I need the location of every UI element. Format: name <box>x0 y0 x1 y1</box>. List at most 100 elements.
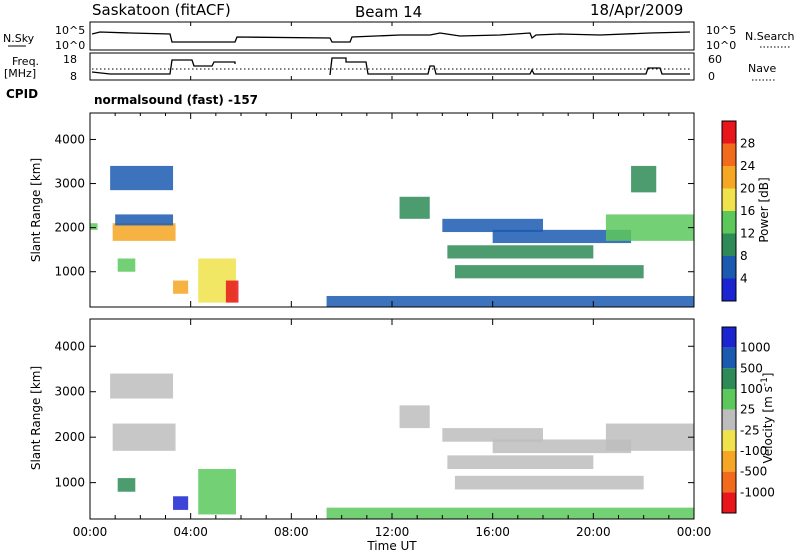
power-echo-4 <box>117 258 136 272</box>
power-colorbar-cell-0 <box>722 121 736 144</box>
station-title: Saskatoon (fitACF) <box>92 1 231 19</box>
cpid-label: CPID <box>6 87 38 101</box>
power-echo-1 <box>110 165 174 191</box>
freq-label-1: Freq. <box>12 55 39 68</box>
velocity-echo-5 <box>326 507 694 519</box>
power-colorbar-cell-3 <box>722 188 736 211</box>
noise-panel-frame <box>89 21 695 51</box>
velocity-heatmap <box>110 373 694 519</box>
power-colorbar-tick-5: 24 <box>740 159 755 173</box>
xtick-label-1: 04:00 <box>173 525 208 539</box>
freq-panel-frame <box>89 52 695 81</box>
power-echo-0 <box>90 223 98 230</box>
velocity-echo-0 <box>110 373 174 399</box>
power-ytick-label-0: 1000 <box>54 265 85 279</box>
power-colorbar-cell-1 <box>722 143 736 166</box>
power-echo-5 <box>173 280 189 294</box>
xtick-label-0: 00:00 <box>73 525 108 539</box>
freq-trace <box>91 57 690 76</box>
nave-label: Nave <box>748 62 776 75</box>
velocity-ytick-label-2: 3000 <box>54 385 85 399</box>
noise-tick-top: 10^5 <box>55 24 85 37</box>
date-title: 18/Apr/2009 <box>590 1 683 19</box>
noise-right-label: N.Search <box>745 30 795 43</box>
velocity-colorbar-tick-7: -1000 <box>740 485 775 499</box>
velocity-y-axis: 1000 2000 3000 4000 <box>54 339 694 490</box>
power-colorbar-tick-2: 12 <box>740 227 755 241</box>
power-colorbar-tick-3: 16 <box>740 204 755 218</box>
power-echo-9 <box>399 196 430 219</box>
velocity-colorbar-cell-0 <box>722 327 736 348</box>
noise-tick-bottom: 10^0 <box>55 39 85 52</box>
power-heatmap <box>90 165 694 307</box>
velocity-echo-2 <box>117 478 136 492</box>
power-echo-13 <box>492 229 632 244</box>
power-colorbar-tick-1: 8 <box>740 249 748 263</box>
power-ytick-label-1: 2000 <box>54 221 85 235</box>
velocity-echo-10 <box>492 439 632 454</box>
power-colorbar: 4 8 12 16 20 24 28 <box>721 120 755 302</box>
power-colorbar-cell-2 <box>722 166 736 189</box>
velocity-colorbar-frame <box>721 326 737 514</box>
power-colorbar-label: Power [dB] <box>757 177 771 242</box>
power-colorbar-cell-4 <box>722 211 736 234</box>
freq-tick-bottom: 8 <box>70 70 77 83</box>
power-echo-3 <box>115 214 174 226</box>
velocity-echo-6 <box>399 405 430 429</box>
velocity-colorbar-tick-2: 100 <box>740 382 763 396</box>
velocity-ytick-label-3: 4000 <box>54 339 85 353</box>
power-echo-14 <box>605 214 694 241</box>
velocity-echo-9 <box>442 428 543 442</box>
velocity-colorbar-cell-2 <box>722 368 736 389</box>
velocity-colorbar-tick-5: -100 <box>740 444 767 458</box>
power-ylabel: Slant Range [km] <box>29 158 43 262</box>
noise-left-label: N.Sky <box>3 32 35 45</box>
velocity-echo-3 <box>173 496 189 510</box>
velocity-colorbar-cell-6 <box>722 451 736 472</box>
velocity-colorbar-label: Velocity [m s-1] <box>760 373 775 464</box>
power-echo-7 <box>225 280 239 303</box>
velocity-ylabel: Slant Range [km] <box>29 366 43 470</box>
xtick-label-4: 16:00 <box>475 525 510 539</box>
power-echo-2 <box>112 223 176 241</box>
power-colorbar-frame <box>721 120 737 302</box>
power-echo-12 <box>442 218 543 233</box>
nave-tick-bottom: 0 <box>708 70 715 83</box>
power-y-axis: 1000 2000 3000 4000 <box>54 132 694 279</box>
time-xlabel: Time UT <box>366 539 417 553</box>
noise-right-tick-bottom: 10^0 <box>706 39 736 52</box>
noise-right-tick-top: 10^5 <box>706 24 736 37</box>
xtick-label-5: 20:00 <box>576 525 611 539</box>
velocity-colorbar-cell-7 <box>722 471 736 493</box>
power-colorbar-cell-5 <box>722 233 736 256</box>
cpid-mode: normalsound (fast) -157 <box>94 93 258 107</box>
power-echo-8 <box>326 295 694 307</box>
velocity-colorbar-cell-4 <box>722 409 736 431</box>
freq-tick-top: 18 <box>63 53 77 66</box>
velocity-colorbar-tick-6: -500 <box>740 465 767 479</box>
velocity-echo-8 <box>454 475 644 490</box>
power-colorbar-tick-6: 28 <box>740 137 755 151</box>
nave-tick-top: 60 <box>708 53 722 66</box>
velocity-echo-11 <box>605 423 694 451</box>
power-colorbar-cell-7 <box>722 278 736 301</box>
power-echo-11 <box>454 265 644 279</box>
velocity-colorbar-cell-8 <box>722 492 736 513</box>
velocity-colorbar-tick-0: 1000 <box>740 341 771 355</box>
noise-trace <box>91 31 691 43</box>
velocity-ytick-label-1: 2000 <box>54 430 85 444</box>
beam-title: Beam 14 <box>355 3 422 21</box>
velocity-colorbar-tick-4: -25 <box>740 423 760 437</box>
velocity-colorbar-cell-3 <box>722 389 736 410</box>
power-colorbar-cell-6 <box>722 256 736 279</box>
power-ytick-label-3: 4000 <box>54 132 85 146</box>
xtick-label-2: 08:00 <box>274 525 309 539</box>
freq-label-2: [MHz] <box>4 67 36 80</box>
velocity-ytick-label-0: 1000 <box>54 476 85 490</box>
velocity-echo-1 <box>112 423 176 451</box>
velocity-colorbar-tick-3: 25 <box>740 403 755 417</box>
xtick-label-3: 12:00 <box>375 525 410 539</box>
power-colorbar-tick-4: 20 <box>740 182 755 196</box>
power-echo-10 <box>447 245 594 259</box>
